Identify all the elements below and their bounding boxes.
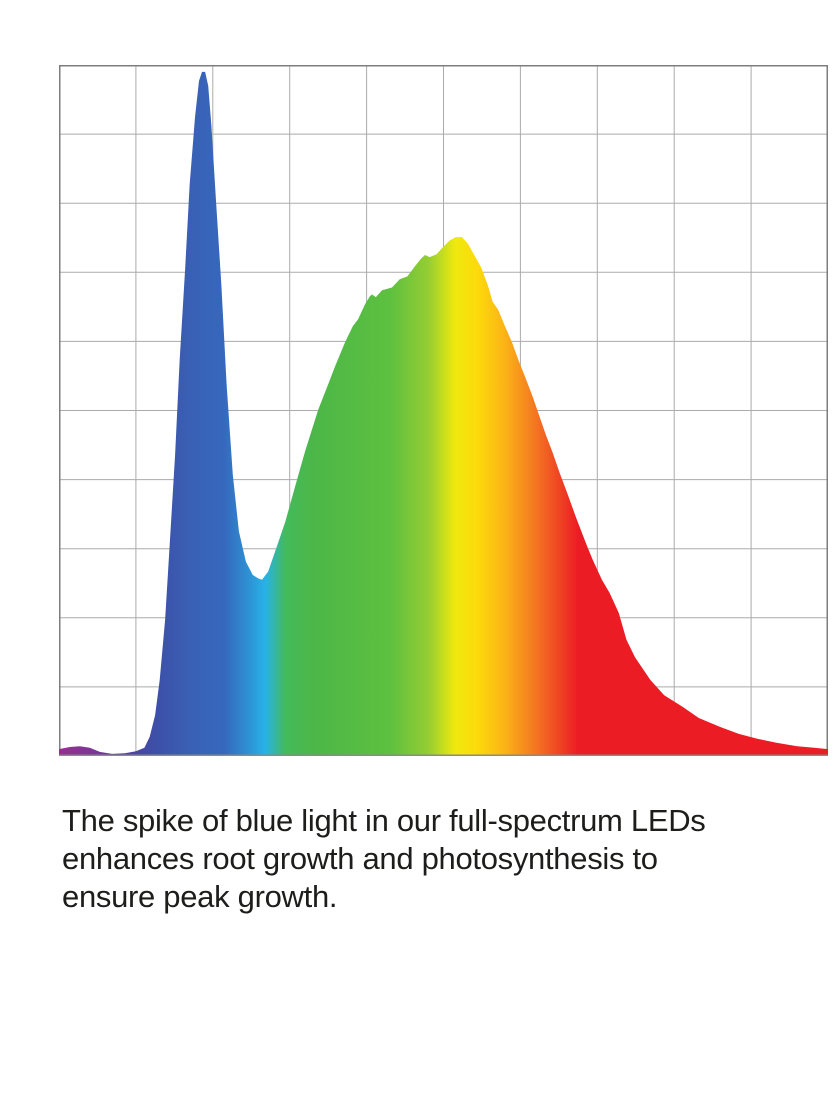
spectrum-area bbox=[59, 71, 828, 756]
caption-line-2: enhances root growth and photosynthesis … bbox=[62, 841, 658, 876]
caption-line-3: ensure peak growth. bbox=[62, 879, 338, 914]
caption-line-1: The spike of blue light in our full-spec… bbox=[62, 803, 706, 838]
caption: The spike of blue light in our full-spec… bbox=[62, 802, 782, 916]
spectrum-chart-container bbox=[59, 65, 828, 756]
spectrum-chart bbox=[59, 65, 828, 756]
